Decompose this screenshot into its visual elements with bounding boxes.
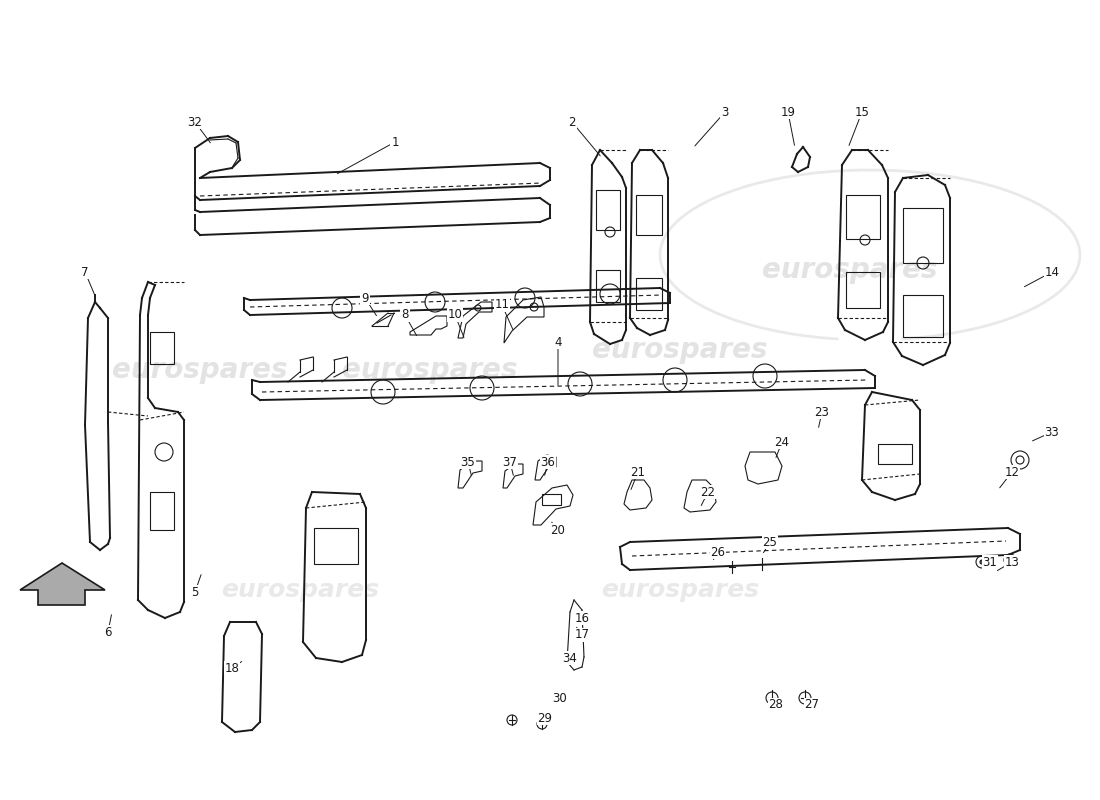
Text: 16: 16 <box>574 611 590 625</box>
Text: 3: 3 <box>722 106 728 118</box>
Bar <box>596 270 620 302</box>
Text: eurospares: eurospares <box>601 578 759 602</box>
Text: 18: 18 <box>224 662 240 674</box>
Text: eurospares: eurospares <box>221 578 380 602</box>
Text: eurospares: eurospares <box>762 256 937 284</box>
Text: 12: 12 <box>1004 466 1020 478</box>
Text: 26: 26 <box>711 546 726 558</box>
Text: 28: 28 <box>769 698 783 711</box>
Text: eurospares: eurospares <box>112 356 288 384</box>
Bar <box>903 208 943 263</box>
Text: 5: 5 <box>191 586 199 598</box>
Text: 10: 10 <box>448 309 462 322</box>
Text: 15: 15 <box>855 106 869 118</box>
Text: 4: 4 <box>554 335 562 349</box>
Text: 8: 8 <box>402 309 409 322</box>
Text: eurospares: eurospares <box>592 336 768 364</box>
Text: 7: 7 <box>81 266 89 278</box>
Bar <box>903 295 943 337</box>
Text: 23: 23 <box>815 406 829 418</box>
Text: 31: 31 <box>982 555 998 569</box>
Bar <box>542 494 561 505</box>
Text: 37: 37 <box>503 455 517 469</box>
Bar <box>150 492 174 530</box>
Text: 6: 6 <box>104 626 112 638</box>
Bar <box>596 190 620 230</box>
Text: 22: 22 <box>701 486 715 498</box>
Bar <box>846 195 880 239</box>
Bar <box>846 272 880 308</box>
Text: 17: 17 <box>574 629 590 642</box>
Polygon shape <box>20 563 104 605</box>
Bar <box>636 195 662 235</box>
Text: 33: 33 <box>1045 426 1059 438</box>
Text: 30: 30 <box>552 691 568 705</box>
Bar <box>636 278 662 310</box>
Bar <box>314 528 358 564</box>
Text: 13: 13 <box>1004 555 1020 569</box>
Text: 2: 2 <box>569 115 575 129</box>
Text: 36: 36 <box>540 455 556 469</box>
Text: eurospares: eurospares <box>342 356 518 384</box>
Text: 29: 29 <box>538 711 552 725</box>
Text: 21: 21 <box>630 466 646 478</box>
Circle shape <box>1008 558 1012 562</box>
Text: 27: 27 <box>804 698 820 711</box>
Bar <box>150 332 174 364</box>
Text: 25: 25 <box>762 535 778 549</box>
Text: 1: 1 <box>392 135 398 149</box>
Text: 20: 20 <box>551 523 565 537</box>
Text: 35: 35 <box>461 455 475 469</box>
Text: 9: 9 <box>361 291 368 305</box>
Bar <box>878 444 912 464</box>
Circle shape <box>980 560 984 564</box>
Text: 11: 11 <box>495 298 509 311</box>
Text: 34: 34 <box>562 651 578 665</box>
Text: 19: 19 <box>781 106 795 118</box>
Text: 24: 24 <box>774 435 790 449</box>
Text: 32: 32 <box>188 115 202 129</box>
Text: 14: 14 <box>1045 266 1059 278</box>
